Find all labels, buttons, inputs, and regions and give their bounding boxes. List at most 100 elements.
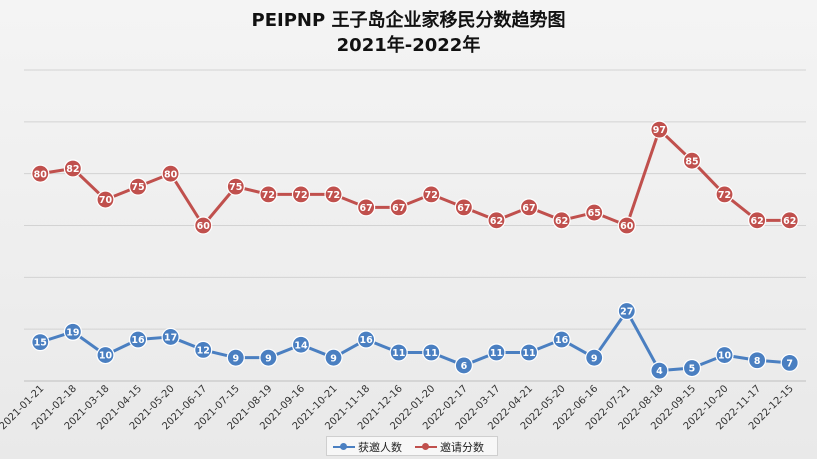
- data-label: 9: [591, 353, 598, 364]
- data-point: [357, 198, 376, 217]
- data-point: [291, 335, 311, 354]
- data-label: 10: [718, 351, 732, 362]
- data-label: 9: [232, 353, 239, 364]
- data-point: [63, 159, 82, 178]
- data-point: [617, 301, 636, 321]
- data-point: [748, 351, 767, 370]
- series-line-1: [40, 128, 790, 227]
- data-label: 7: [786, 358, 793, 369]
- data-label: 80: [34, 169, 48, 180]
- data-point: [617, 216, 636, 235]
- series-line-0: [39, 309, 790, 373]
- data-point: [585, 203, 604, 222]
- data-label: 67: [522, 203, 535, 214]
- data-point: [259, 348, 278, 367]
- data-label: 62: [555, 216, 568, 227]
- data-point: [389, 343, 408, 362]
- data-label: 72: [425, 190, 438, 201]
- data-point: [748, 211, 767, 230]
- data-label: 9: [265, 353, 272, 364]
- data-point: [422, 343, 441, 362]
- data-label: 11: [392, 348, 405, 359]
- legend-item-score: 邀请分数: [415, 439, 484, 455]
- data-point: [96, 190, 115, 209]
- data-label: 8: [754, 356, 761, 367]
- data-label: 82: [66, 164, 79, 175]
- data-point: [585, 348, 604, 367]
- data-label: 12: [197, 346, 210, 357]
- data-label: 11: [490, 348, 503, 359]
- data-point: [226, 177, 245, 196]
- data-point: [31, 164, 50, 183]
- data-label: 85: [685, 156, 698, 167]
- data-point: [194, 216, 213, 235]
- data-point: [161, 164, 180, 183]
- data-label: 11: [522, 348, 535, 359]
- legend-label-score: 邀请分数: [440, 441, 484, 454]
- data-point: [487, 343, 506, 362]
- data-label: 16: [555, 335, 569, 346]
- data-label: 67: [392, 203, 405, 214]
- legend-item-invites: 获邀人数: [333, 439, 402, 455]
- data-label: 67: [457, 203, 470, 214]
- data-label: 17: [164, 333, 177, 344]
- data-label: 60: [197, 221, 211, 232]
- data-point: [780, 211, 799, 230]
- data-point: [519, 198, 539, 217]
- data-point: [715, 345, 734, 365]
- data-label: 80: [164, 169, 178, 180]
- data-label: 16: [360, 335, 374, 346]
- data-point: [422, 185, 441, 204]
- data-point: [324, 348, 343, 367]
- data-point: [31, 333, 50, 352]
- data-label: 15: [34, 338, 47, 349]
- data-label: 27: [620, 307, 633, 318]
- data-point: [454, 356, 473, 375]
- legend: 获邀人数 邀请分数: [326, 436, 498, 456]
- data-label: 5: [689, 364, 696, 375]
- data-label: 16: [131, 335, 145, 346]
- data-point: [194, 340, 213, 359]
- data-label: 65: [588, 208, 601, 219]
- data-point: [63, 322, 82, 341]
- data-label: 6: [461, 361, 468, 372]
- data-point: [682, 358, 702, 378]
- data-label: 72: [718, 190, 731, 201]
- data-point: [128, 177, 148, 196]
- data-point: [519, 343, 539, 362]
- data-point: [161, 327, 180, 347]
- data-point: [487, 211, 506, 230]
- data-label: 11: [425, 348, 438, 359]
- data-label: 62: [751, 216, 764, 227]
- data-point: [96, 345, 115, 365]
- data-label: 4: [656, 366, 663, 377]
- legend-swatch-blue: [333, 442, 355, 452]
- data-label: 70: [99, 195, 113, 206]
- data-point: [291, 185, 311, 204]
- data-label: 60: [620, 221, 634, 232]
- data-point: [389, 198, 408, 217]
- data-point: [650, 120, 669, 139]
- chart-title: PEIPNP 王子岛企业家移民分数趋势图: [251, 10, 566, 31]
- data-label: 10: [99, 351, 113, 362]
- legend-label-invites: 获邀人数: [358, 441, 402, 454]
- legend-swatch-red: [415, 442, 437, 452]
- data-label: 62: [783, 216, 796, 227]
- data-label: 72: [262, 190, 275, 201]
- data-point: [324, 185, 343, 204]
- data-point: [715, 185, 734, 204]
- data-label: 14: [294, 340, 308, 351]
- data-label: 75: [131, 182, 144, 193]
- data-label: 67: [360, 203, 373, 214]
- data-point: [357, 330, 376, 349]
- data-point: [682, 151, 702, 170]
- data-label: 75: [229, 182, 242, 193]
- data-point: [259, 185, 278, 204]
- data-label: 19: [66, 327, 79, 338]
- data-point: [552, 330, 571, 349]
- data-point: [552, 211, 571, 230]
- data-label: 62: [490, 216, 503, 227]
- chart-subtitle: 2021年-2022年: [336, 35, 481, 56]
- data-point: [780, 353, 799, 372]
